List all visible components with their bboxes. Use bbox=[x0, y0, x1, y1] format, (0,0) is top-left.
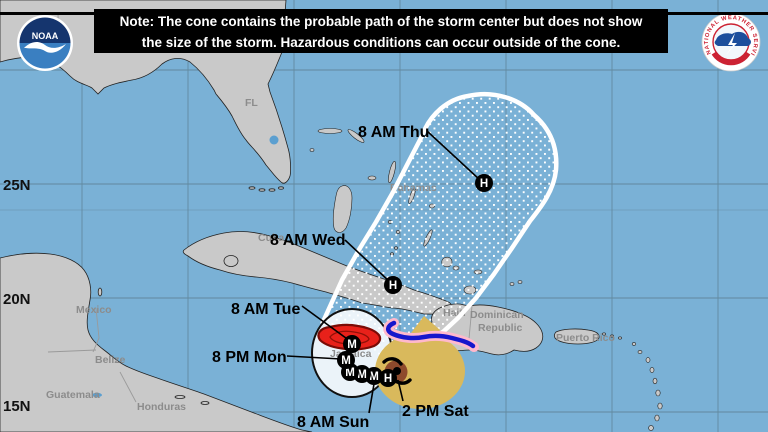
islands-lesser-antilles bbox=[602, 332, 663, 431]
svg-text:M: M bbox=[369, 371, 379, 383]
label-8am-tue: 8 AM Tue bbox=[231, 301, 300, 318]
forecast-points: H M M M M M H H bbox=[337, 174, 493, 387]
svg-text:H: H bbox=[384, 373, 392, 385]
cone-day4-5-stipple bbox=[322, 94, 557, 358]
island-isle-of-youth bbox=[223, 255, 239, 267]
nws-lightning-icon bbox=[726, 33, 737, 55]
label-15n: 15N bbox=[3, 398, 31, 415]
land-central-america bbox=[0, 252, 313, 432]
warnings-haiti bbox=[383, 318, 479, 352]
land-puerto-rico bbox=[553, 328, 600, 345]
svg-text:H: H bbox=[480, 178, 488, 190]
forecast-point: H bbox=[475, 174, 493, 192]
label-8pm-mon: 8 PM Mon bbox=[212, 349, 287, 366]
svg-text:M: M bbox=[345, 367, 355, 379]
ts-wind-field bbox=[375, 333, 465, 409]
note-line-1: Note: The cone contains the probable pat… bbox=[119, 14, 643, 29]
leader-lines bbox=[286, 130, 481, 414]
label-8am-thu: 8 AM Thu bbox=[358, 124, 429, 141]
label-25n: 25N bbox=[3, 177, 31, 194]
forecast-point: M bbox=[343, 335, 361, 353]
label-honduras: Honduras bbox=[137, 401, 186, 413]
forecast-point: H bbox=[384, 276, 402, 294]
label-mexico: Mexico bbox=[76, 304, 112, 316]
lakes bbox=[92, 135, 279, 398]
forecast-point: H bbox=[379, 369, 397, 387]
cone-day4-5-edge bbox=[319, 91, 559, 360]
label-puerto-rico: Puerto Rico bbox=[556, 332, 615, 344]
label-cuba: Cuba bbox=[258, 232, 284, 244]
lake-okeechobee bbox=[269, 135, 279, 145]
forecast-point: M bbox=[337, 351, 355, 369]
lake-izabal bbox=[92, 392, 102, 398]
svg-text:M: M bbox=[341, 355, 351, 367]
label-2pm-sat: 2 PM Sat bbox=[402, 403, 469, 420]
label-guatemala: Guatemala bbox=[46, 389, 100, 401]
noaa-logo-text: NOAA bbox=[32, 31, 59, 41]
note-box: Note: The cone contains the probable pat… bbox=[94, 9, 668, 53]
svg-text:Republic: Republic bbox=[478, 322, 522, 334]
island-roatan bbox=[174, 395, 186, 399]
svg-text:M: M bbox=[357, 369, 367, 381]
note-line-2: the size of the storm. Hazardous conditi… bbox=[141, 34, 621, 50]
noaa-seagull-icon bbox=[24, 41, 66, 53]
forecast-time-labels: 8 AM Thu 8 AM Wed 8 AM Tue 8 PM Mon 8 AM… bbox=[212, 124, 469, 431]
svg-text:M: M bbox=[347, 339, 357, 351]
label-8am-sun: 8 AM Sun bbox=[297, 414, 369, 431]
svg-text:H: H bbox=[389, 280, 397, 292]
label-8am-wed: 8 AM Wed bbox=[270, 232, 346, 249]
label-20n: 20N bbox=[3, 291, 31, 308]
label-dominican-republic: Dominican bbox=[470, 309, 524, 321]
latitude-labels: 25N 20N 15N bbox=[3, 177, 31, 415]
noaa-logo: NOAA bbox=[17, 15, 73, 71]
label-belize: Belize bbox=[95, 354, 126, 366]
island-cozumel bbox=[97, 287, 103, 297]
label-florida: FL bbox=[245, 97, 258, 109]
